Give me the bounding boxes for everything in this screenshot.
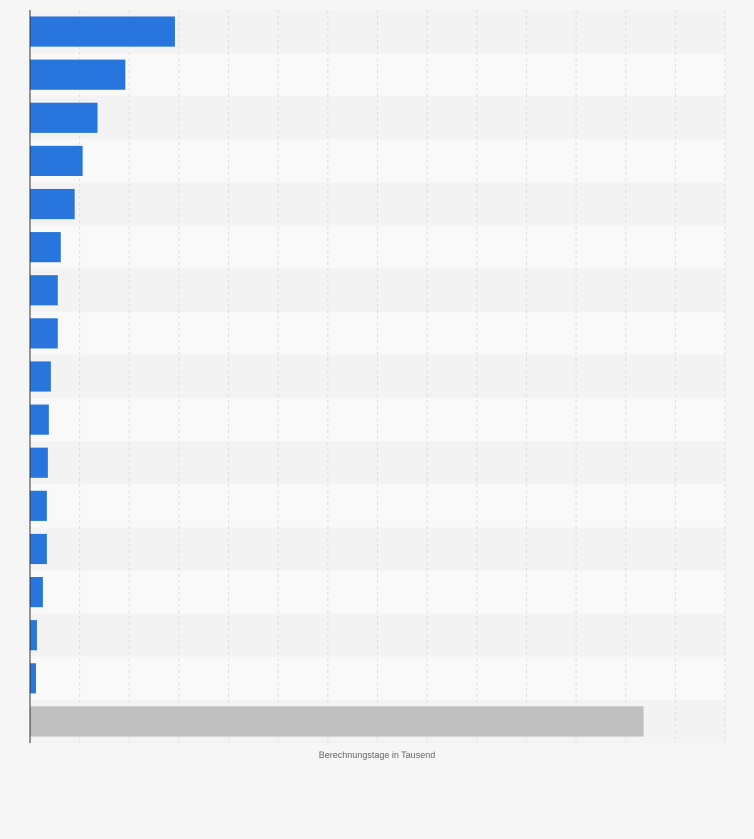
- bar[interactable]: [30, 447, 48, 478]
- x-axis-title: Berechnungstage in Tausend: [319, 750, 435, 760]
- bar[interactable]: [30, 232, 61, 263]
- grid-lines: [79, 10, 726, 743]
- bar-total[interactable]: [30, 706, 644, 737]
- bar[interactable]: [30, 145, 83, 177]
- bar[interactable]: [30, 188, 75, 220]
- bar[interactable]: [30, 620, 37, 651]
- bar[interactable]: [30, 576, 43, 608]
- bar[interactable]: [30, 533, 47, 565]
- bar[interactable]: [30, 361, 51, 392]
- bar[interactable]: [30, 275, 58, 306]
- bars: [30, 16, 644, 737]
- bar[interactable]: [30, 59, 126, 90]
- bar[interactable]: [30, 16, 175, 47]
- bar[interactable]: [30, 102, 98, 133]
- bar[interactable]: [30, 490, 47, 521]
- bar[interactable]: [30, 318, 58, 349]
- bar[interactable]: [30, 404, 49, 435]
- bar[interactable]: [30, 663, 36, 694]
